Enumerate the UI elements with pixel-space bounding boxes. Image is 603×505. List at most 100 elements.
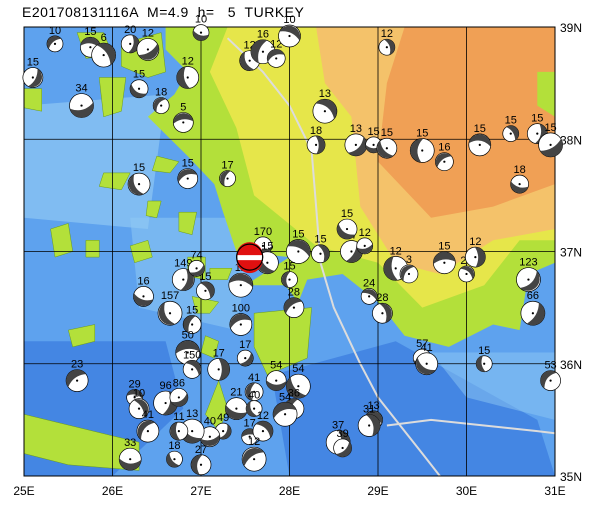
depth-label: 15 — [292, 229, 304, 241]
beachball-center — [549, 379, 552, 382]
focal-mechanism — [458, 265, 475, 283]
beachball-center — [345, 227, 349, 231]
beachball-center — [350, 250, 353, 253]
beachball-center — [253, 407, 256, 410]
focal-mechanism — [376, 137, 398, 159]
focal-mechanism — [356, 237, 374, 255]
beachball-center — [527, 278, 530, 281]
depth-label: 17 — [213, 347, 225, 359]
compressional-quadrant — [69, 102, 94, 118]
beachball-center — [195, 267, 198, 270]
mainshock-beachball[interactable] — [236, 242, 264, 274]
focal-mechanism — [225, 397, 248, 420]
beachball-center — [182, 278, 185, 281]
depth-label: 49 — [217, 412, 229, 424]
event-title: E201708131116A M=4.9 h= 5 TURKEY — [22, 4, 305, 20]
depth-label: 13 — [350, 123, 362, 135]
beachball-center — [536, 132, 539, 135]
depth-label: 53 — [544, 360, 556, 372]
focal-mechanism — [65, 369, 89, 392]
focal-mechanism — [228, 272, 254, 298]
island — [200, 335, 219, 359]
beachball-center — [186, 177, 189, 180]
compressional-quadrant — [192, 30, 209, 41]
compressional-quadrant — [283, 297, 302, 314]
compressional-quadrant — [153, 97, 166, 112]
y-tick-label: 37N — [560, 246, 582, 260]
compressional-quadrant — [460, 266, 475, 280]
compressional-quadrant — [80, 37, 101, 49]
beachball-center — [385, 147, 388, 150]
focal-mechanism — [133, 286, 154, 307]
compressional-quadrant — [475, 247, 486, 268]
depth-label: 15 — [186, 304, 198, 316]
compressional-quadrant — [133, 293, 153, 307]
compressional-quadrant — [66, 369, 86, 388]
beachball-center — [129, 458, 132, 461]
compressional-quadrant — [410, 138, 424, 163]
depth-label: 10 — [133, 388, 145, 400]
beachball-center — [186, 351, 189, 354]
depth-label: 27 — [195, 444, 207, 456]
depth-label: 96 — [159, 380, 171, 392]
mainshock-lower-quadrant — [236, 260, 263, 274]
depth-label: 16 — [438, 142, 450, 154]
depth-label: 13 — [186, 408, 198, 420]
focal-mechanism — [219, 170, 236, 187]
depth-label: 12 — [142, 27, 154, 39]
focal-mechanism — [465, 246, 486, 268]
focal-mechanism — [190, 454, 212, 476]
compressional-quadrant — [400, 265, 415, 282]
beachball-center — [288, 34, 291, 38]
depth-label: 33 — [124, 437, 136, 449]
beachball-center — [261, 244, 265, 247]
beachball-center — [319, 252, 322, 255]
beachball-center — [261, 430, 265, 433]
compressional-quadrant — [225, 405, 247, 420]
depth-label: 123 — [519, 257, 537, 269]
depth-label: 37 — [332, 419, 344, 431]
beachball-center — [142, 295, 145, 298]
beachball-center — [425, 362, 428, 365]
compressional-quadrant — [384, 39, 395, 55]
beachball-center — [199, 463, 203, 466]
depth-label: 10 — [195, 14, 207, 26]
focal-mechanism — [516, 267, 541, 292]
longitude-ticks: 25E 26E 27E 28E 29E 30E 31E — [13, 484, 565, 498]
compressional-quadrant — [250, 39, 268, 63]
compressional-quadrant — [416, 357, 436, 375]
beachball-center — [407, 272, 411, 276]
depth-label: 57 — [416, 338, 428, 350]
island — [24, 88, 42, 112]
focal-mechanism — [175, 340, 201, 365]
beachball-center — [372, 143, 375, 146]
compressional-quadrant — [246, 401, 258, 417]
plate-boundary — [226, 37, 555, 476]
beachball-center — [160, 104, 163, 107]
focal-mechanism — [46, 35, 64, 53]
depth-label: 170 — [254, 226, 272, 238]
depth-label: 54 — [270, 360, 282, 372]
compressional-quadrant — [245, 382, 256, 401]
focal-mechanism — [333, 438, 352, 458]
focal-mechanism — [468, 133, 492, 157]
depth-label: 13 — [367, 400, 379, 412]
focal-mechanism — [188, 259, 205, 277]
compressional-quadrant — [336, 223, 356, 240]
depth-label: 34 — [75, 83, 87, 95]
focal-mechanism — [136, 419, 160, 443]
focal-mechanism — [207, 358, 231, 381]
beachball-center — [478, 143, 481, 146]
x-tick-label: 26E — [102, 484, 123, 498]
compressional-quadrant — [520, 271, 540, 291]
depth-label: 24 — [363, 277, 375, 289]
beachball-center — [80, 104, 83, 107]
compressional-quadrant — [138, 43, 159, 60]
compressional-quadrant — [220, 170, 231, 186]
beachball-center — [146, 430, 149, 433]
focal-mechanism — [502, 125, 520, 142]
x-tick-label: 29E — [367, 484, 388, 498]
focal-mechanism — [196, 281, 215, 301]
beachball-center — [443, 160, 446, 163]
compressional-quadrant — [286, 377, 307, 399]
